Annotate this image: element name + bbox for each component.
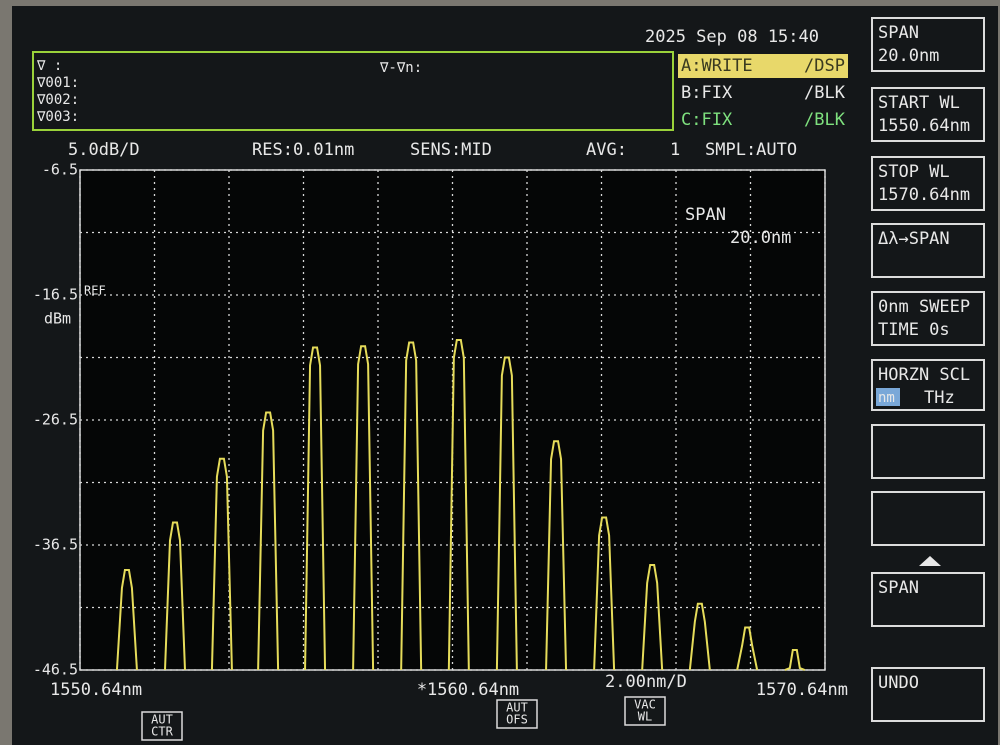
- softkey-label: 1550.64nm: [878, 116, 970, 136]
- trace-highlight: [678, 54, 848, 78]
- spectral-peak: [736, 626, 759, 671]
- softkey-label: 1570.64nm: [878, 185, 970, 205]
- annotation: 20.0nm: [730, 228, 791, 248]
- status-scale: 5.0dB/D: [68, 140, 140, 160]
- marker-delta: ∇-∇n:: [379, 60, 422, 76]
- softkey-label: START WL: [878, 93, 960, 113]
- status-avg-value: 1: [670, 140, 680, 160]
- spectral-peak: [115, 569, 138, 671]
- softkey[interactable]: [871, 17, 985, 72]
- spectral-peak: [400, 341, 423, 671]
- button-label: AUT: [506, 701, 528, 715]
- marker-line: ∇ :: [36, 58, 62, 74]
- softkey[interactable]: [871, 424, 985, 479]
- trace-mode: /BLK: [804, 110, 846, 130]
- button-label: OFS: [506, 713, 528, 727]
- softkey-label: STOP WL: [878, 162, 950, 182]
- plot-frame: [79, 169, 826, 671]
- softkey[interactable]: [871, 667, 985, 722]
- y-tick-label: -46.5: [33, 661, 78, 679]
- status-sens: SENS:MID: [410, 140, 492, 160]
- softkey-label: HORZN SCL: [878, 365, 970, 385]
- spectral-peak: [257, 411, 280, 671]
- trace-label: B:FIX: [681, 83, 733, 103]
- x-tick-label: *1560.64nm: [417, 680, 519, 700]
- spectral-peak: [593, 516, 616, 671]
- spectral-peak: [304, 346, 327, 671]
- y-ref-label: REF: [84, 284, 106, 298]
- x-tick-label: 1550.64nm: [50, 680, 142, 700]
- softkey-label: TIME 0s: [878, 320, 950, 340]
- scroll-arrow: [919, 556, 941, 566]
- button[interactable]: [141, 711, 183, 741]
- softkey-label: UNDO: [878, 673, 919, 693]
- spectral-peak: [641, 564, 664, 671]
- spectral-peak: [495, 356, 518, 671]
- softkey-option: THz: [924, 388, 955, 408]
- spectral-peak: [545, 440, 568, 671]
- button[interactable]: [496, 699, 538, 729]
- status-smpl: SMPL:AUTO: [705, 140, 797, 160]
- softkey[interactable]: [871, 291, 985, 346]
- softkey[interactable]: [871, 491, 985, 546]
- y-tick-label: -16.5: [33, 286, 78, 304]
- button-label: WL: [638, 710, 652, 724]
- trace-label: C:FIX: [681, 110, 733, 130]
- trace-mode: /DSP: [804, 56, 845, 76]
- y-tick-label: -26.5: [33, 411, 78, 429]
- option-highlight: [876, 388, 900, 406]
- y-unit: dBm: [44, 310, 71, 328]
- button-label: AUT: [151, 713, 173, 727]
- y-tick-label: -36.5: [33, 536, 78, 554]
- softkey[interactable]: [871, 156, 985, 211]
- button-label: VAC: [634, 698, 656, 712]
- status-res: RES:0.01nm: [252, 140, 354, 160]
- marker-line: ∇002:: [36, 92, 79, 108]
- softkey-label: SPAN: [878, 23, 919, 43]
- softkey-label: 0nm SWEEP: [878, 297, 970, 317]
- marker-box: [32, 51, 674, 131]
- spectral-peak: [447, 339, 470, 671]
- status-avg-label: AVG:: [586, 140, 627, 160]
- button[interactable]: [624, 696, 666, 726]
- softkey-option: nm: [878, 390, 895, 406]
- x-scale-label: 2.00nm/D: [605, 672, 687, 692]
- trace-label: A:WRITE: [681, 56, 753, 76]
- trace-mode: /BLK: [804, 83, 846, 103]
- softkey[interactable]: [871, 87, 985, 142]
- softkey-label: Δλ→SPAN: [878, 229, 950, 249]
- softkey[interactable]: [871, 572, 985, 627]
- annotation: SPAN: [685, 205, 726, 225]
- button-label: CTR: [151, 725, 173, 739]
- marker-line: ∇003:: [36, 109, 79, 125]
- spectral-peak: [210, 457, 233, 671]
- x-tick-label: 1570.64nm: [756, 680, 848, 700]
- softkey-label: 20.0nm: [878, 46, 939, 66]
- softkey-label: SPAN: [878, 578, 919, 598]
- date: 2025 Sep 08 15:40: [645, 27, 819, 47]
- marker-line: ∇001:: [36, 75, 79, 91]
- softkey[interactable]: [871, 359, 985, 411]
- y-tick-label: -6.5: [42, 161, 78, 179]
- spectral-peak: [163, 521, 186, 671]
- spectral-peak: [688, 602, 711, 671]
- spectral-peak: [352, 345, 375, 671]
- softkey[interactable]: [871, 223, 985, 278]
- spectral-peak: [784, 649, 806, 671]
